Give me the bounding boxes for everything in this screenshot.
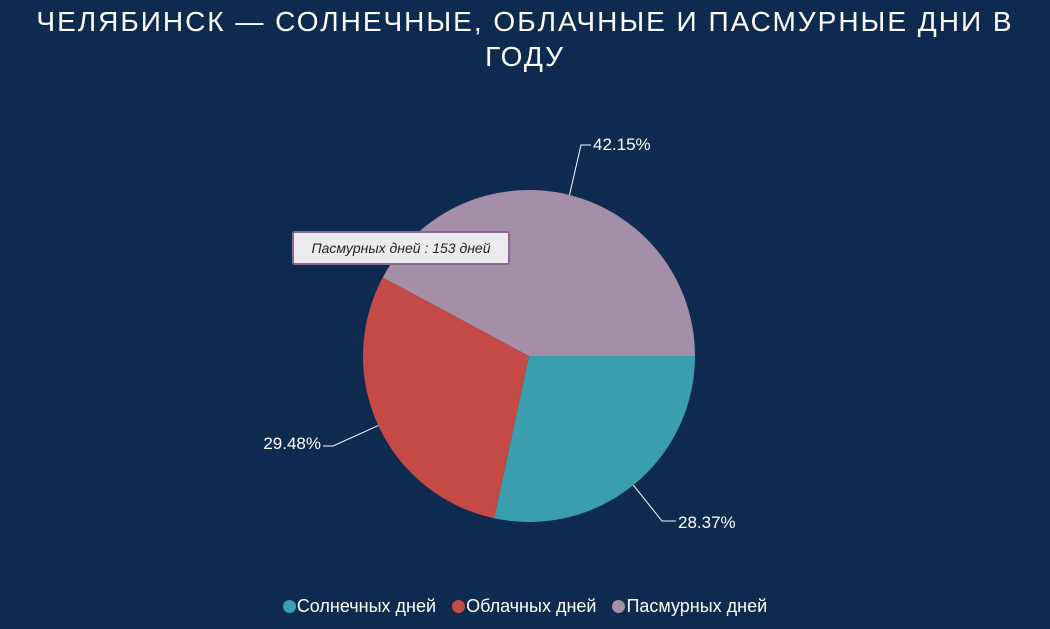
chart-title: ЧЕЛЯБИНСК — СОЛНЕЧНЫЕ, ОБЛАЧНЫЕ И ПАСМУР… [36, 6, 1014, 72]
tooltip: Пасмурных дней : 153 дней [292, 231, 510, 265]
legend-dot-icon [452, 600, 466, 613]
data-label-3: 42.15% [593, 135, 651, 154]
legend-dot-icon [612, 600, 626, 613]
data-label-2: 29.48% [263, 434, 321, 453]
legend-label: Солнечных дней [296, 596, 437, 616]
legend-label: Облачных дней [466, 596, 597, 616]
pie-slice-2[interactable] [363, 277, 529, 519]
legend-label: Пасмурных дней [626, 596, 768, 616]
legend-dot-icon [282, 600, 296, 613]
leader-line-3 [569, 144, 591, 196]
leader-line-2 [323, 425, 379, 447]
legend-item-1[interactable]: Солнечных дней [282, 596, 437, 617]
legend: Солнечных дней Облачных дней Пасмурных дне… [0, 596, 1050, 617]
legend-item-3[interactable]: Пасмурных дней [612, 596, 767, 617]
data-label-1: 28.37% [678, 513, 736, 532]
legend-item-2[interactable]: Облачных дней [452, 596, 596, 617]
leader-line-1 [632, 484, 676, 522]
pie-slice-1[interactable] [494, 356, 695, 522]
